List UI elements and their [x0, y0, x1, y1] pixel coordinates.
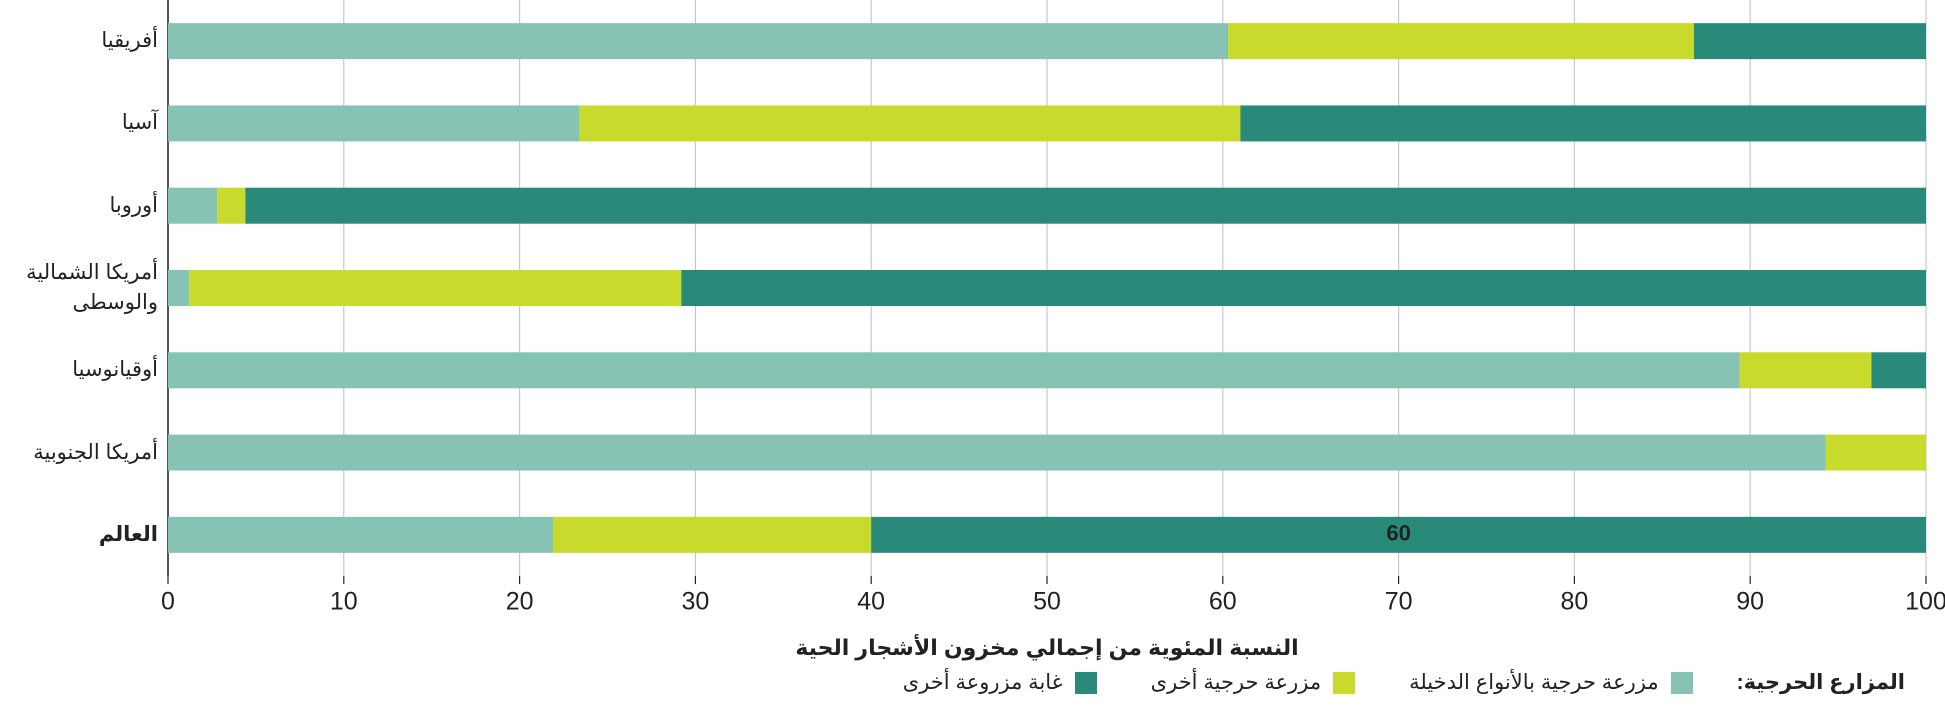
legend-item: مزرعة حرجية بالأنواع الدخيلة	[1409, 670, 1693, 695]
x-tick-label: 80	[1560, 588, 1588, 616]
y-tick-label: أفريقيا	[101, 29, 158, 53]
legend-item: مزرعة حرجية أخرى	[1150, 670, 1356, 695]
y-tick-label: أمريكا الجنوبية	[33, 440, 158, 464]
data-label: 60	[1386, 521, 1410, 546]
x-tick-label: 40	[857, 588, 885, 616]
bar-segment	[1871, 352, 1926, 389]
bar-segment	[168, 105, 580, 142]
legend-title: المزارع الحرجية:	[1736, 671, 1905, 694]
x-tick-label: 30	[681, 588, 709, 616]
bar-segment	[168, 516, 554, 553]
bars	[168, 23, 1927, 553]
legend: المزارع الحرجية: مزرعة حرجية بالأنواع ال…	[863, 670, 1905, 695]
bar-segment	[168, 187, 218, 224]
x-tick-label: 70	[1385, 588, 1413, 616]
bar-segment	[168, 23, 1229, 60]
bar-segment	[168, 434, 1826, 471]
grid: 0 10 20 30 40 50 60 70 80 90 100	[161, 0, 1945, 616]
bar-segment	[1693, 23, 1926, 60]
bar-segment	[1825, 434, 1926, 471]
x-tick-label: 90	[1736, 588, 1764, 616]
legend-swatch	[1333, 671, 1356, 694]
x-tick-label: 60	[1209, 588, 1237, 616]
x-tick-label: 100	[1905, 588, 1945, 616]
x-tick-label: 0	[161, 588, 175, 616]
legend-swatch	[1670, 671, 1693, 694]
legend-item: غابة مزروعة أخرى	[903, 670, 1097, 695]
bar-segment	[871, 516, 1927, 553]
bar-segment	[168, 352, 1740, 389]
bar-segment	[1240, 105, 1926, 142]
bar-segment	[168, 270, 190, 306]
bar-segment	[553, 516, 872, 553]
bar-segment	[1739, 352, 1872, 389]
legend-swatch	[1074, 671, 1097, 694]
bar-segment	[579, 105, 1241, 142]
y-tick-label: أوروبا	[109, 193, 158, 217]
y-tick-label: آسيا	[121, 111, 158, 135]
bar-segment	[189, 270, 682, 306]
x-tick-label: 10	[330, 588, 358, 616]
legend-label: غابة مزروعة أخرى	[902, 671, 1063, 694]
y-tick-label: أوقيانوسيا	[72, 358, 158, 382]
x-tick-label: 50	[1033, 588, 1061, 616]
legend-label: مزرعة حرجية أخرى	[1150, 671, 1322, 694]
bar-segment	[1228, 23, 1694, 60]
bar-segment	[245, 187, 1926, 224]
x-axis-title: النسبة المئوية من إجمالي مخزون الأشجار ا…	[795, 633, 1298, 661]
legend-label: مزرعة حرجية بالأنواع الدخيلة	[1409, 671, 1659, 694]
x-tick-label: 20	[506, 588, 534, 616]
bar-segment	[681, 270, 1927, 306]
y-tick-label: العالم	[98, 522, 158, 546]
y-tick-label: أمريكا الشمالية والوسطى	[26, 261, 158, 314]
bar-segment	[217, 187, 246, 224]
